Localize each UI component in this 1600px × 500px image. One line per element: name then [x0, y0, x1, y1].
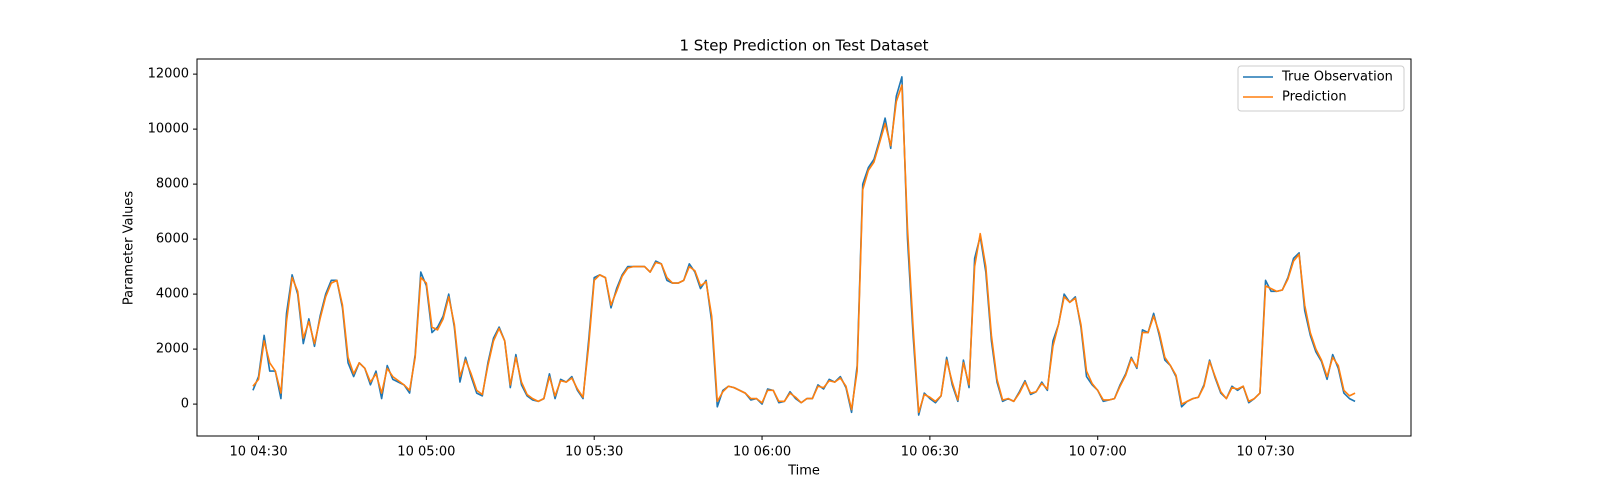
y-tick-label: 4000 [156, 287, 189, 302]
y-axis-label: Parameter Values [122, 191, 137, 305]
y-tick-label: 12000 [148, 67, 189, 82]
chart-title: 1 Step Prediction on Test Dataset [679, 37, 928, 55]
data-line [252, 76, 1356, 416]
x-tick-label: 10 07:00 [1069, 445, 1127, 460]
y-tick-label: 6000 [156, 232, 189, 247]
legend-label: Prediction [1282, 90, 1347, 105]
x-axis-label: Time [787, 464, 820, 479]
x-tick-label: 10 06:30 [901, 445, 959, 460]
x-tick-label: 10 04:30 [229, 445, 287, 460]
x-tick-label: 10 05:30 [565, 445, 623, 460]
x-tick-label: 10 05:00 [397, 445, 455, 460]
y-tick-label: 0 [181, 397, 189, 412]
legend-label: True Observation [1281, 70, 1393, 85]
y-tick-label: 2000 [156, 342, 189, 357]
y-tick-label: 10000 [148, 122, 189, 137]
x-tick-label: 10 06:00 [733, 445, 791, 460]
plot-frame [196, 58, 1412, 437]
data-line [252, 84, 1356, 414]
legend-box [1237, 65, 1405, 112]
x-tick-label: 10 07:30 [1236, 445, 1294, 460]
y-tick-label: 8000 [156, 177, 189, 192]
